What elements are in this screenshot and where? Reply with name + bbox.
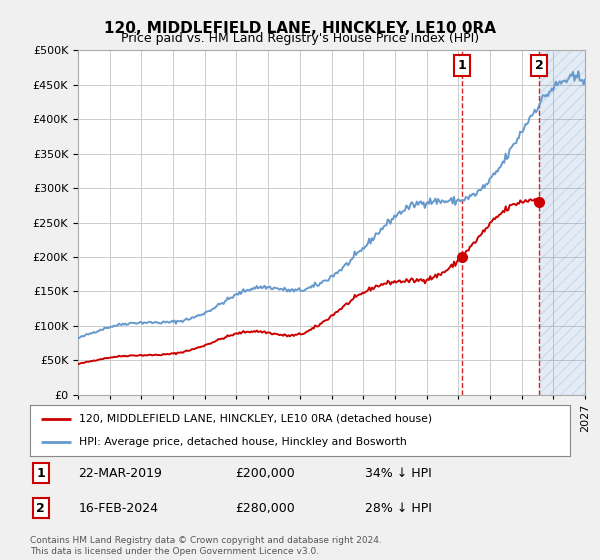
- Text: 28% ↓ HPI: 28% ↓ HPI: [365, 502, 431, 515]
- Text: 120, MIDDLEFIELD LANE, HINCKLEY, LE10 0RA (detached house): 120, MIDDLEFIELD LANE, HINCKLEY, LE10 0R…: [79, 414, 432, 424]
- Text: 120, MIDDLEFIELD LANE, HINCKLEY, LE10 0RA: 120, MIDDLEFIELD LANE, HINCKLEY, LE10 0R…: [104, 21, 496, 36]
- Text: 2: 2: [535, 59, 544, 72]
- Text: £200,000: £200,000: [235, 466, 295, 480]
- Text: 22-MAR-2019: 22-MAR-2019: [79, 466, 163, 480]
- Text: 1: 1: [37, 466, 45, 480]
- Text: £280,000: £280,000: [235, 502, 295, 515]
- Text: Price paid vs. HM Land Registry's House Price Index (HPI): Price paid vs. HM Land Registry's House …: [121, 32, 479, 45]
- Text: HPI: Average price, detached house, Hinckley and Bosworth: HPI: Average price, detached house, Hinc…: [79, 437, 406, 447]
- Text: 1: 1: [457, 59, 466, 72]
- Text: Contains HM Land Registry data © Crown copyright and database right 2024.
This d: Contains HM Land Registry data © Crown c…: [30, 536, 382, 556]
- Bar: [539, 50, 585, 395]
- Text: 16-FEB-2024: 16-FEB-2024: [79, 502, 158, 515]
- Text: 34% ↓ HPI: 34% ↓ HPI: [365, 466, 431, 480]
- Text: 2: 2: [37, 502, 45, 515]
